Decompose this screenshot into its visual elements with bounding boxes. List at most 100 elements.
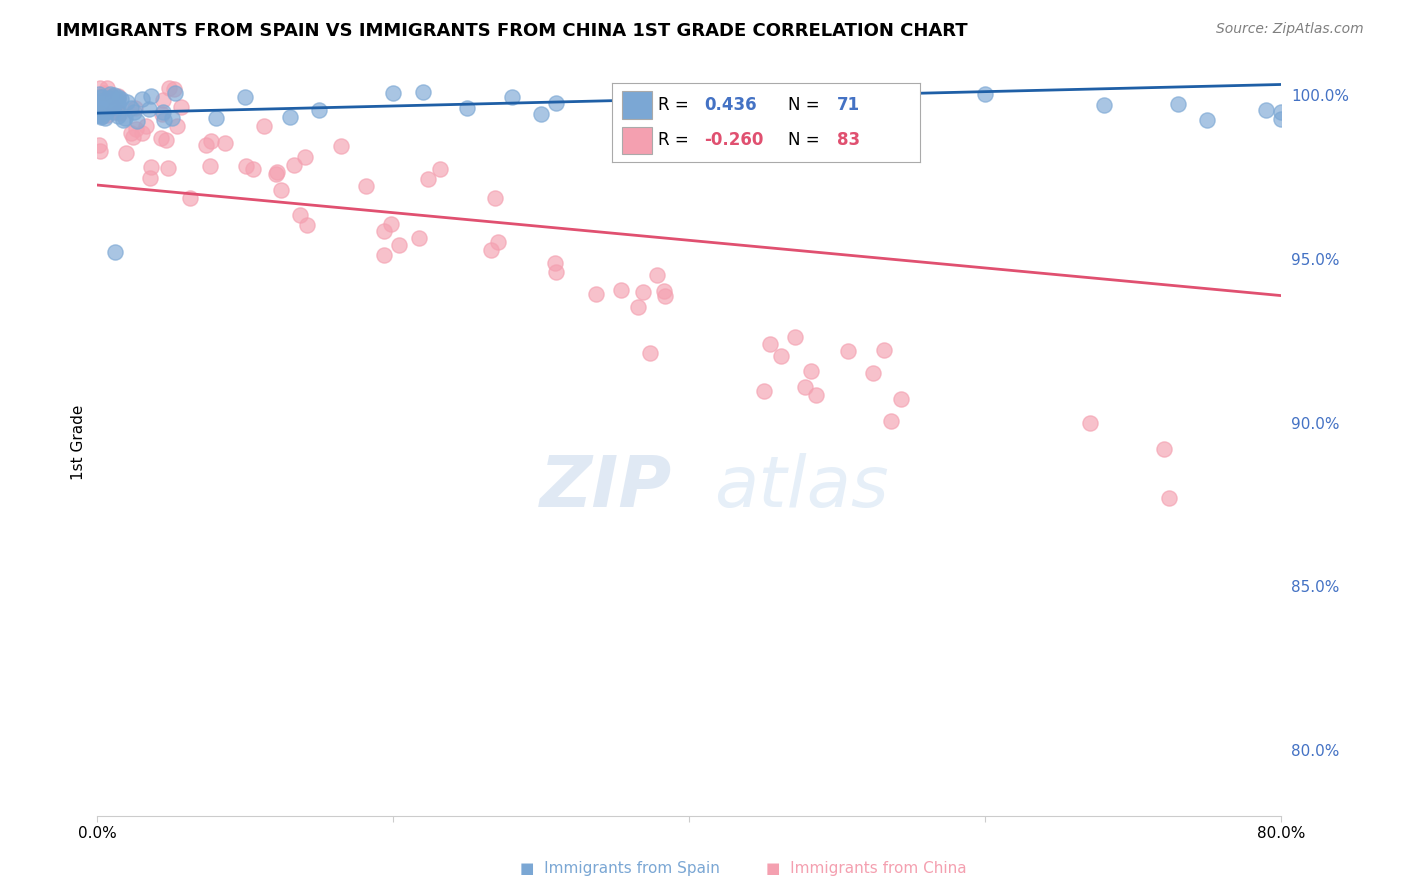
Point <box>89 89 111 103</box>
Point <box>1078 416 1101 430</box>
Point <box>103 103 125 117</box>
Point <box>388 237 411 252</box>
Point <box>115 145 138 160</box>
Point <box>408 231 430 245</box>
Point <box>94 111 117 125</box>
Point <box>125 113 148 128</box>
Point <box>94 105 117 120</box>
Point <box>380 217 402 231</box>
Point <box>631 285 654 299</box>
Point <box>96 81 118 95</box>
Point <box>479 243 502 257</box>
Point <box>107 90 129 104</box>
Point <box>87 138 110 153</box>
Point <box>138 103 160 117</box>
Text: ZIP: ZIP <box>540 452 672 522</box>
Text: IMMIGRANTS FROM SPAIN VS IMMIGRANTS FROM CHINA 1ST GRADE CORRELATION CHART: IMMIGRANTS FROM SPAIN VS IMMIGRANTS FROM… <box>56 22 967 40</box>
Point <box>647 268 669 282</box>
Point <box>139 88 162 103</box>
Point <box>456 101 478 115</box>
Point <box>90 110 112 124</box>
Point <box>235 159 257 173</box>
Point <box>1166 96 1188 111</box>
Point <box>163 82 186 96</box>
Text: ■  Immigrants from Spain: ■ Immigrants from Spain <box>520 861 720 876</box>
Point <box>90 90 112 104</box>
Point <box>800 364 823 378</box>
Point <box>107 98 129 112</box>
Point <box>89 145 111 159</box>
Point <box>135 120 157 134</box>
Point <box>90 99 112 113</box>
Point <box>873 343 896 357</box>
Point <box>87 108 110 122</box>
Point <box>200 159 222 173</box>
Point <box>264 167 287 181</box>
Point <box>160 112 183 126</box>
Point <box>157 81 180 95</box>
Point <box>152 93 174 107</box>
Point <box>1256 103 1278 118</box>
Point <box>294 150 316 164</box>
Point <box>89 98 111 112</box>
Point <box>96 94 118 108</box>
Point <box>122 130 145 145</box>
Point <box>110 92 132 106</box>
Y-axis label: 1st Grade: 1st Grade <box>72 405 86 480</box>
Point <box>585 287 607 301</box>
Point <box>125 121 148 136</box>
Point <box>610 284 633 298</box>
Point <box>266 165 288 179</box>
Point <box>373 224 395 238</box>
Point <box>139 160 162 174</box>
Point <box>97 91 120 105</box>
Point <box>354 179 377 194</box>
Point <box>165 86 187 100</box>
Point <box>90 98 112 112</box>
Point <box>131 91 153 105</box>
Point <box>100 89 122 103</box>
Point <box>707 112 730 127</box>
Point <box>91 99 114 113</box>
Point <box>98 95 121 110</box>
Point <box>900 91 922 105</box>
Point <box>157 161 180 176</box>
Point <box>195 138 218 153</box>
Point <box>270 183 292 197</box>
Point <box>329 139 352 153</box>
Point <box>1270 112 1292 126</box>
Point <box>204 112 226 126</box>
Point <box>120 126 142 140</box>
Point <box>122 105 145 120</box>
Point <box>139 170 162 185</box>
Point <box>104 101 127 115</box>
Point <box>295 218 318 232</box>
Point <box>94 93 117 107</box>
Point <box>278 110 301 124</box>
Point <box>103 99 125 113</box>
Text: Source: ZipAtlas.com: Source: ZipAtlas.com <box>1216 22 1364 37</box>
Point <box>114 112 136 126</box>
Point <box>179 191 201 205</box>
Point <box>103 87 125 102</box>
Point <box>107 105 129 120</box>
Point <box>233 89 256 103</box>
Point <box>87 108 110 122</box>
Point <box>87 96 110 111</box>
Point <box>115 95 138 110</box>
Text: ■  Immigrants from China: ■ Immigrants from China <box>766 861 967 876</box>
Text: atlas: atlas <box>714 452 889 522</box>
Point <box>111 112 134 127</box>
Point <box>1092 98 1115 112</box>
Point <box>382 86 405 100</box>
Point <box>90 95 112 110</box>
Point <box>155 133 177 147</box>
Point <box>785 329 807 343</box>
Point <box>793 380 815 394</box>
Point <box>87 87 110 102</box>
Point <box>89 105 111 120</box>
Point <box>837 344 859 359</box>
Point <box>373 248 395 262</box>
Point <box>89 81 111 95</box>
Point <box>103 105 125 120</box>
